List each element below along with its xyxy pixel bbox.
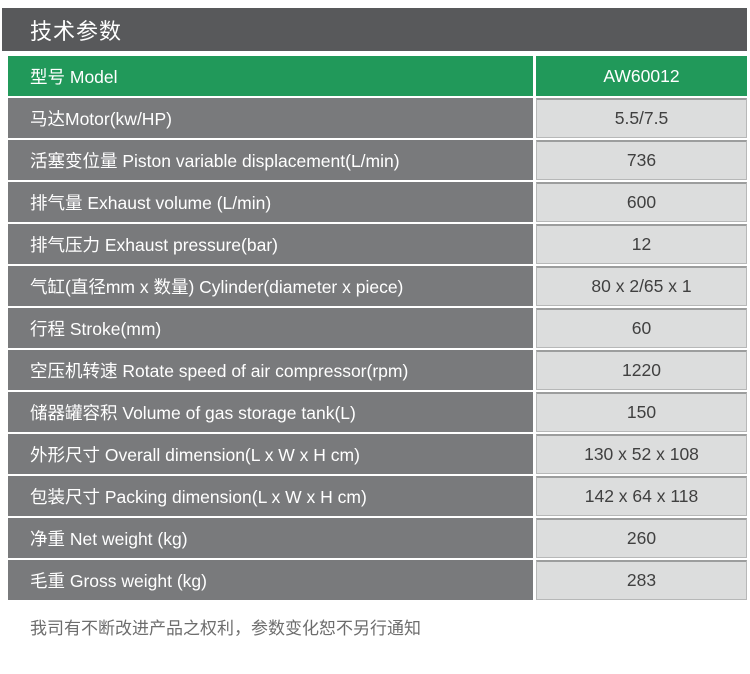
- table-row: 包装尺寸 Packing dimension(L x W x H cm) 142…: [8, 476, 747, 516]
- disclaimer-note: 我司有不断改进产品之权利，参数变化恕不另行通知: [30, 619, 421, 638]
- spec-label-cell: 行程 Stroke(mm): [8, 308, 533, 348]
- spec-label-cell: 包装尺寸 Packing dimension(L x W x H cm): [8, 476, 533, 516]
- spec-value-cell: 1220: [536, 350, 747, 390]
- spec-value-cell: 5.5/7.5: [536, 98, 747, 138]
- spec-rows: 马达Motor(kw/HP) 5.5/7.5 活塞变位量 Piston vari…: [8, 98, 747, 600]
- table-row: 排气压力 Exhaust pressure(bar) 12: [8, 224, 747, 264]
- spec-label-cell: 外形尺寸 Overall dimension(L x W x H cm): [8, 434, 533, 474]
- spec-label-cell: 活塞变位量 Piston variable displacement(L/min…: [8, 140, 533, 180]
- spec-value-cell: 736: [536, 140, 747, 180]
- spec-label-cell: 净重 Net weight (kg): [8, 518, 533, 558]
- table-row: 毛重 Gross weight (kg) 283: [8, 560, 747, 600]
- table-row: 气缸(直径mm x 数量) Cylinder(diameter x piece)…: [8, 266, 747, 306]
- table-row: 行程 Stroke(mm) 60: [8, 308, 747, 348]
- spec-table: 型号 Model AW60012 马达Motor(kw/HP) 5.5/7.5 …: [8, 56, 747, 600]
- model-value-cell: AW60012: [536, 56, 747, 96]
- spec-label-cell: 毛重 Gross weight (kg): [8, 560, 533, 600]
- table-row: 储器罐容积 Volume of gas storage tank(L) 150: [8, 392, 747, 432]
- table-row: 活塞变位量 Piston variable displacement(L/min…: [8, 140, 747, 180]
- spec-value-cell: 260: [536, 518, 747, 558]
- section-title: 技术参数: [30, 18, 123, 44]
- spec-value-cell: 80 x 2/65 x 1: [536, 266, 747, 306]
- table-row: 空压机转速 Rotate speed of air compressor(rpm…: [8, 350, 747, 390]
- spec-value-cell: 600: [536, 182, 747, 222]
- table-row: 净重 Net weight (kg) 260: [8, 518, 747, 558]
- spec-label-cell: 空压机转速 Rotate speed of air compressor(rpm…: [8, 350, 533, 390]
- spec-label-cell: 排气压力 Exhaust pressure(bar): [8, 224, 533, 264]
- spec-label-cell: 气缸(直径mm x 数量) Cylinder(diameter x piece): [8, 266, 533, 306]
- table-row: 马达Motor(kw/HP) 5.5/7.5: [8, 98, 747, 138]
- spec-value-cell: 283: [536, 560, 747, 600]
- spec-label-cell: 储器罐容积 Volume of gas storage tank(L): [8, 392, 533, 432]
- section-title-bar: 技术参数: [2, 8, 747, 51]
- table-row: 排气量 Exhaust volume (L/min) 600: [8, 182, 747, 222]
- table-row: 外形尺寸 Overall dimension(L x W x H cm) 130…: [8, 434, 747, 474]
- spec-value-cell: 60: [536, 308, 747, 348]
- spec-label-cell: 马达Motor(kw/HP): [8, 98, 533, 138]
- spec-label-cell: 排气量 Exhaust volume (L/min): [8, 182, 533, 222]
- spec-value-cell: 150: [536, 392, 747, 432]
- spec-value-cell: 130 x 52 x 108: [536, 434, 747, 474]
- spec-value-cell: 142 x 64 x 118: [536, 476, 747, 516]
- table-header-row: 型号 Model AW60012: [8, 56, 747, 96]
- model-label-cell: 型号 Model: [8, 56, 533, 96]
- spec-value-cell: 12: [536, 224, 747, 264]
